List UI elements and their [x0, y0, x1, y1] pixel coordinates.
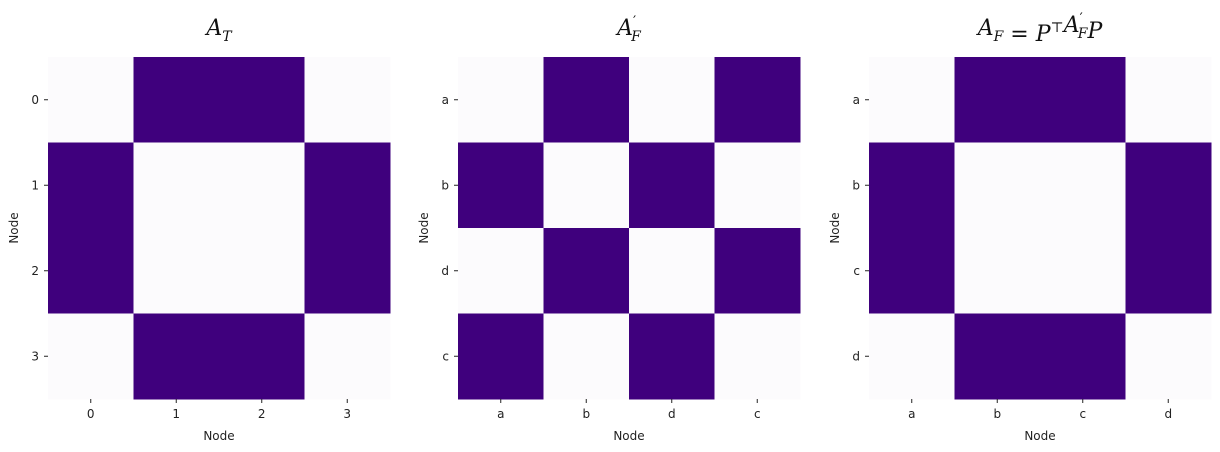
- y-tick-label: b: [441, 178, 449, 192]
- y-axis-label: Node: [7, 212, 21, 243]
- x-tick-label: d: [1164, 407, 1172, 421]
- y-tick-label: 3: [31, 349, 39, 363]
- heatmap-cell: [629, 313, 715, 400]
- heatmap-cell: [1040, 57, 1126, 143]
- heatmap-cell: [133, 313, 220, 400]
- heatmap-cell: [1125, 228, 1212, 314]
- heatmap-cell: [458, 313, 544, 400]
- heatmap-cell: [714, 142, 801, 229]
- x-tick-label: c: [754, 407, 761, 421]
- heatmap-cell: [1040, 228, 1126, 314]
- y-tick-label: 1: [31, 178, 39, 192]
- heatmap-cell: [304, 228, 391, 314]
- heatmap-cell: [954, 142, 1041, 229]
- heatmap-cell: [133, 228, 220, 314]
- heatmap-cell: [219, 228, 305, 314]
- y-tick-label: a: [442, 93, 449, 107]
- heatmap-cell: [304, 57, 391, 143]
- y-tick-label: b: [852, 178, 860, 192]
- heatmap-cell: [219, 142, 305, 229]
- y-tick-label: 2: [31, 264, 39, 278]
- x-tick-label: 1: [172, 407, 180, 421]
- heatmap-cell: [458, 142, 544, 229]
- x-tick-label: b: [993, 407, 1001, 421]
- x-tick-label: 2: [258, 407, 266, 421]
- x-tick-label: 3: [343, 407, 351, 421]
- y-tick-label: 0: [31, 93, 39, 107]
- heatmap-cell: [219, 313, 305, 400]
- heatmap-cell: [954, 228, 1041, 314]
- heatmap-cell: [48, 57, 134, 143]
- heatmap-panel-1: AT 0 1 2 3 0 1 2 3 Node Node: [7, 16, 391, 443]
- heatmap-cell: [543, 313, 630, 400]
- heatmap-cell: [304, 313, 391, 400]
- heatmap-cell: [48, 142, 134, 229]
- x-axis-label: Node: [613, 429, 644, 443]
- heatmap-cell: [543, 57, 630, 143]
- heatmap-cell: [1125, 313, 1212, 400]
- heatmap-cell: [543, 142, 630, 229]
- heatmap-panel-2: A′ F a b d c a b d c Node Node: [417, 14, 801, 443]
- panel-title: A′ F: [615, 14, 642, 45]
- x-tick-label: c: [1079, 407, 1086, 421]
- heatmap-cell: [133, 57, 220, 143]
- heatmap-cell: [543, 228, 630, 314]
- y-tick-label: d: [852, 349, 860, 363]
- heatmap-cell: [629, 57, 715, 143]
- heatmap-cell: [458, 57, 544, 143]
- x-tick-label: b: [582, 407, 590, 421]
- heatmap-cell: [1125, 57, 1212, 143]
- x-tick-label: d: [668, 407, 676, 421]
- heatmap-cell: [714, 57, 801, 143]
- heatmap-cell: [1125, 142, 1212, 229]
- x-axis-label: Node: [203, 429, 234, 443]
- x-tick-label: a: [497, 407, 504, 421]
- heatmap-cell: [1040, 142, 1126, 229]
- y-tick-label: c: [442, 349, 449, 363]
- heatmap-cell: [48, 228, 134, 314]
- heatmap-cell: [219, 57, 305, 143]
- heatmap-cell: [869, 313, 955, 400]
- y-axis-label: Node: [828, 212, 842, 243]
- x-axis-label: Node: [1024, 429, 1055, 443]
- heatmap-cell: [869, 57, 955, 143]
- heatmap-cell: [714, 228, 801, 314]
- x-tick-label: 0: [87, 407, 95, 421]
- heatmap-cell: [714, 313, 801, 400]
- heatmap-cell: [133, 142, 220, 229]
- heatmap-cell: [954, 57, 1041, 143]
- heatmap-cell: [869, 228, 955, 314]
- heatmap-cell: [48, 313, 134, 400]
- heatmap-cell: [629, 228, 715, 314]
- panel-title: AT: [204, 16, 233, 45]
- x-tick-label: a: [908, 407, 915, 421]
- heatmap-cell: [1040, 313, 1126, 400]
- heatmap-cell: [954, 313, 1041, 400]
- heatmap-cell: [629, 142, 715, 229]
- heatmap-cell: [869, 142, 955, 229]
- y-tick-label: a: [853, 93, 860, 107]
- heatmap-cell: [304, 142, 391, 229]
- y-tick-label: d: [441, 264, 449, 278]
- panel-title: AF = P⊤A′ FP: [976, 11, 1104, 47]
- y-axis-label: Node: [417, 212, 431, 243]
- heatmap-panel-3: AF = P⊤A′ FP a b c d a b c d Node Node: [828, 11, 1212, 443]
- y-tick-label: c: [853, 264, 860, 278]
- heatmap-cell: [458, 228, 544, 314]
